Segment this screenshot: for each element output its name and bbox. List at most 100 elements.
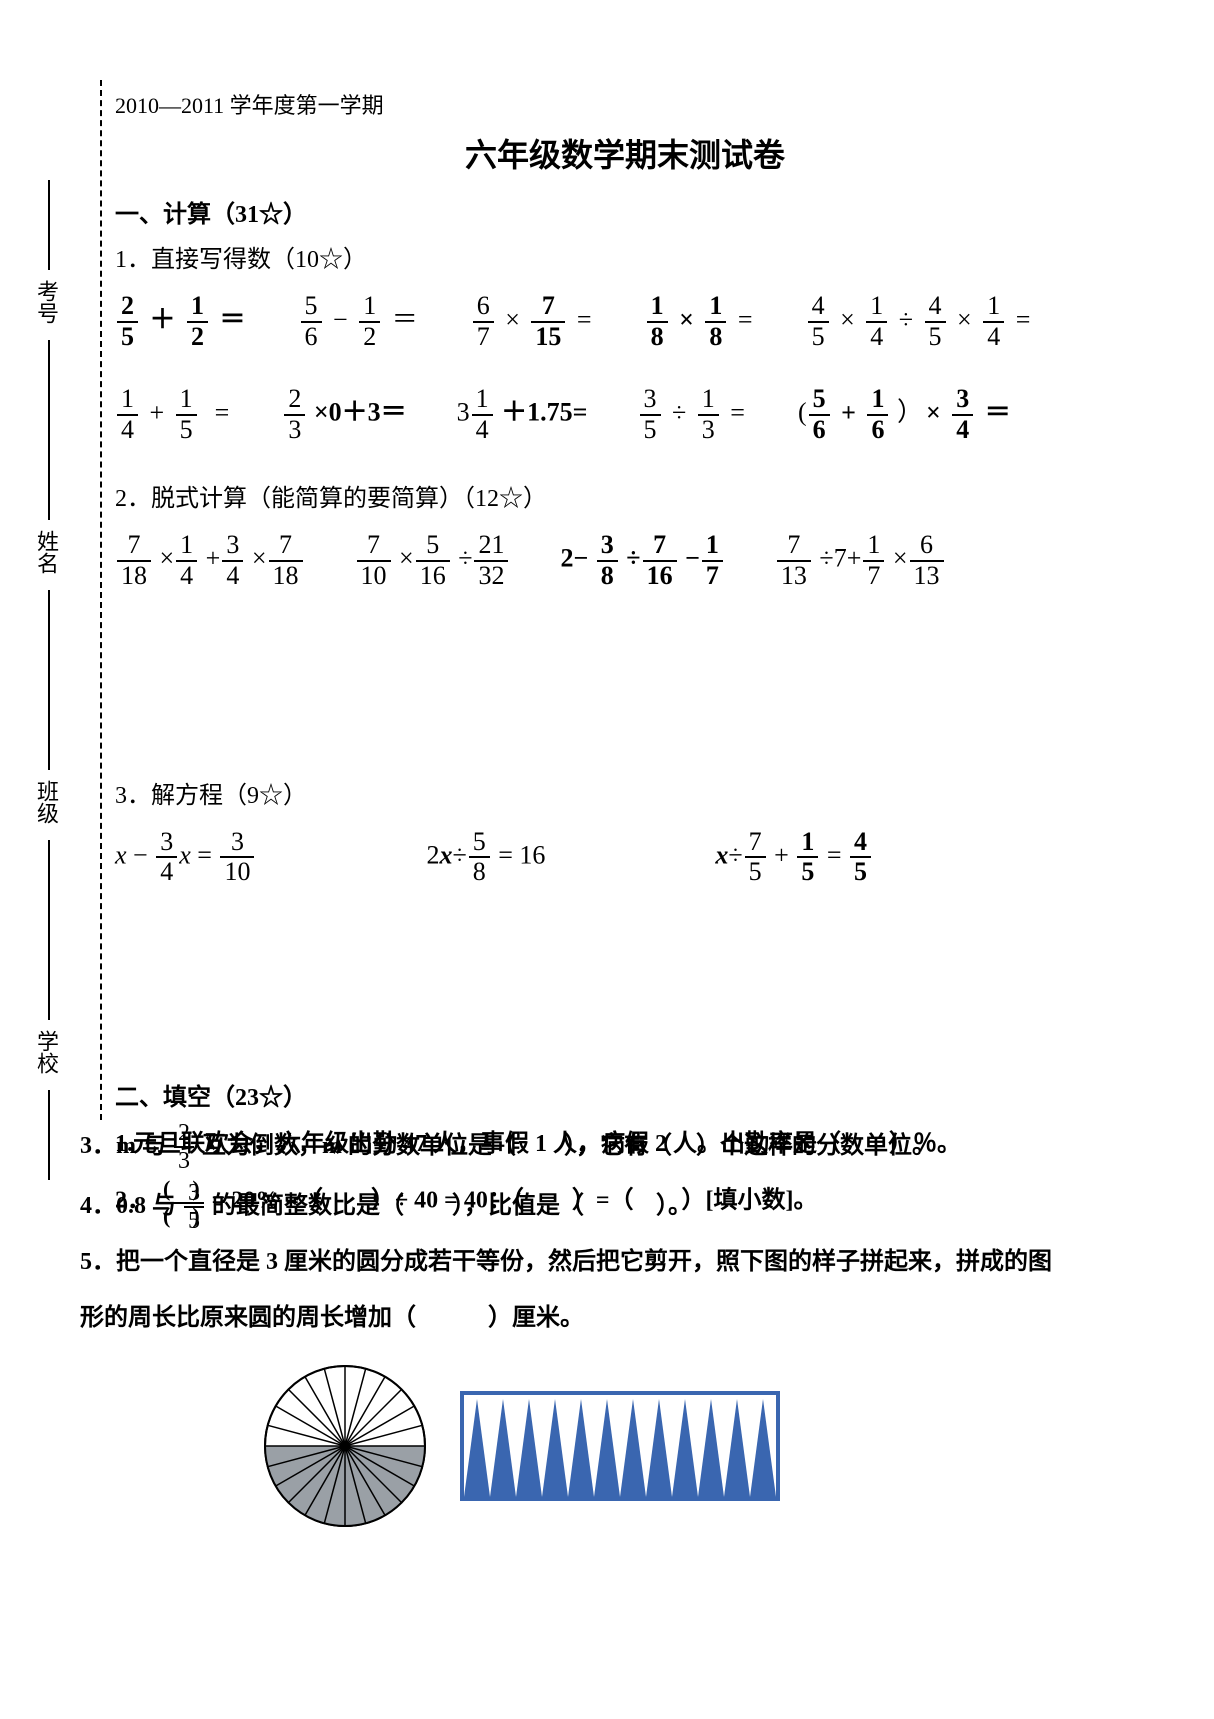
expr: x − 34x = 310 — [115, 828, 256, 887]
section1-head: 一、计算（31☆） — [115, 194, 1135, 229]
expr: 718 ×14 +34 ×718 — [115, 531, 305, 590]
op: ÷ — [672, 398, 686, 427]
den: 8 — [705, 323, 726, 352]
exam-page: 考号 姓名 班级 学校 2010—2011 学年度第一学期 六年级数学期末测试卷… — [0, 0, 1214, 1719]
den: 5 — [808, 323, 829, 352]
num: 1 — [117, 385, 138, 416]
label-name: 姓名 — [30, 530, 62, 574]
op: + — [841, 398, 856, 427]
side-line — [48, 590, 50, 770]
two: 2 — [426, 840, 439, 869]
num: 2 — [284, 385, 305, 416]
side-labels: 考号 姓名 班级 学校 — [30, 180, 70, 1180]
op: + — [150, 398, 165, 427]
val: 16 — [519, 840, 545, 869]
num: 1 — [866, 292, 887, 323]
num: 3 — [184, 1180, 204, 1208]
den: 6 — [867, 416, 888, 445]
num: 1 — [647, 292, 668, 323]
num: 1 — [983, 292, 1004, 323]
den: 10 — [220, 858, 254, 887]
den: 32 — [474, 562, 508, 591]
num: 7 — [777, 531, 811, 562]
figures — [260, 1361, 1140, 1531]
den: 5 — [184, 1208, 204, 1234]
den: 4 — [117, 416, 138, 445]
num: 1 — [187, 292, 208, 323]
den: 7 — [702, 562, 723, 591]
den: 7 — [863, 562, 884, 591]
den: 2 — [187, 323, 208, 352]
whole: 3 — [457, 398, 470, 427]
calc-row-3: 718 ×14 +34 ×718 710 ×516 ÷2132 2− 38 ÷7… — [115, 531, 1135, 590]
text: ×0＋3＝ — [314, 398, 407, 427]
seven: 7 — [834, 544, 847, 573]
num: 6 — [910, 531, 944, 562]
den: 4 — [222, 562, 243, 591]
num: 3 — [156, 828, 177, 859]
den: 5 — [117, 323, 138, 352]
expr: 25 ＋ 12 ＝ — [115, 292, 249, 351]
den: 8 — [469, 858, 490, 887]
calc-row-2: 14 + 15 = 23 ×0＋3＝ 314 ＋1.75= 35 ÷ 13 = … — [115, 385, 1135, 444]
content-area: 2010—2011 学年度第一学期 六年级数学期末测试卷 一、计算（31☆） 1… — [115, 88, 1135, 1238]
den: 5 — [925, 323, 946, 352]
two: 2 — [560, 544, 573, 573]
side-line — [48, 180, 50, 270]
den: 16 — [416, 562, 450, 591]
num: 6 — [473, 292, 494, 323]
circle-sectors-icon — [260, 1361, 430, 1531]
den: 4 — [952, 416, 973, 445]
side-line — [48, 340, 50, 520]
den: 15 — [531, 323, 565, 352]
fill-q3: 3．m 与 23 互为倒数，m 的分数单位是（ ），它有（ ）个这样的分数单位。 — [80, 1120, 1140, 1175]
zigzag-rect-icon — [460, 1391, 780, 1501]
header-year: 2010—2011 学年度第一学期 — [115, 88, 1135, 120]
op: × — [505, 305, 520, 334]
den: 4 — [156, 858, 177, 887]
fill-q5: 5．把一个直径是 3 厘米的圆分成若干等份，然后把它剪开，照下图的样子拼起来，拼… — [80, 1240, 1140, 1531]
den: 16 — [643, 562, 677, 591]
num: 5 — [301, 292, 322, 323]
num: 7 — [117, 531, 151, 562]
den: 3 — [698, 416, 719, 445]
num: 4 — [850, 828, 871, 859]
den: 10 — [357, 562, 391, 591]
op: − — [333, 305, 348, 334]
num: 4 — [925, 292, 946, 323]
q5-line2: 形的周长比原来圆的周长增加（ ）厘米。 — [80, 1296, 1140, 1342]
eq: = — [577, 305, 592, 334]
den: 8 — [647, 323, 668, 352]
num: 3 — [220, 828, 254, 859]
num: 3 — [640, 385, 661, 416]
num: 1 — [702, 531, 723, 562]
eq-row: x − 34x = 310 2x÷58 = 16 x÷75 + 15 = 45 — [115, 828, 1135, 887]
eq: = — [730, 398, 745, 427]
workspace — [115, 625, 1135, 775]
num: 3 — [952, 385, 973, 416]
num: 7 — [531, 292, 565, 323]
den: 8 — [597, 562, 618, 591]
expr: 2x÷58 = 16 — [426, 828, 545, 887]
section2-head: 二、填空（23☆） — [115, 1077, 1135, 1112]
q4-post: 的最简整数比是（ ），比值是（ ）。 — [212, 1193, 692, 1219]
page-title: 六年级数学期末测试卷 — [115, 130, 1135, 176]
expr: 713 ÷7+17 ×613 — [775, 531, 946, 590]
den: 2 — [359, 323, 380, 352]
fill-q4: 4．0.8 与 35 的最简整数比是（ ），比值是（ ）。 — [80, 1180, 1140, 1235]
num: 5 — [469, 828, 490, 859]
den: 7 — [473, 323, 494, 352]
den: 18 — [269, 562, 303, 591]
expr: (56 + 16 ）× 34 ＝ — [798, 385, 1014, 444]
text: ＋1.75= — [501, 398, 587, 427]
den: 4 — [176, 562, 197, 591]
side-line — [48, 840, 50, 1020]
q1-head: 1．直接写得数（10☆） — [115, 239, 1135, 274]
den: 5 — [176, 416, 197, 445]
num: 1 — [863, 531, 884, 562]
den: 13 — [910, 562, 944, 591]
q3-head: 3．解方程（9☆） — [115, 775, 1135, 810]
op: ＋ — [150, 305, 176, 334]
den: 4 — [472, 416, 493, 445]
den: 4 — [866, 323, 887, 352]
